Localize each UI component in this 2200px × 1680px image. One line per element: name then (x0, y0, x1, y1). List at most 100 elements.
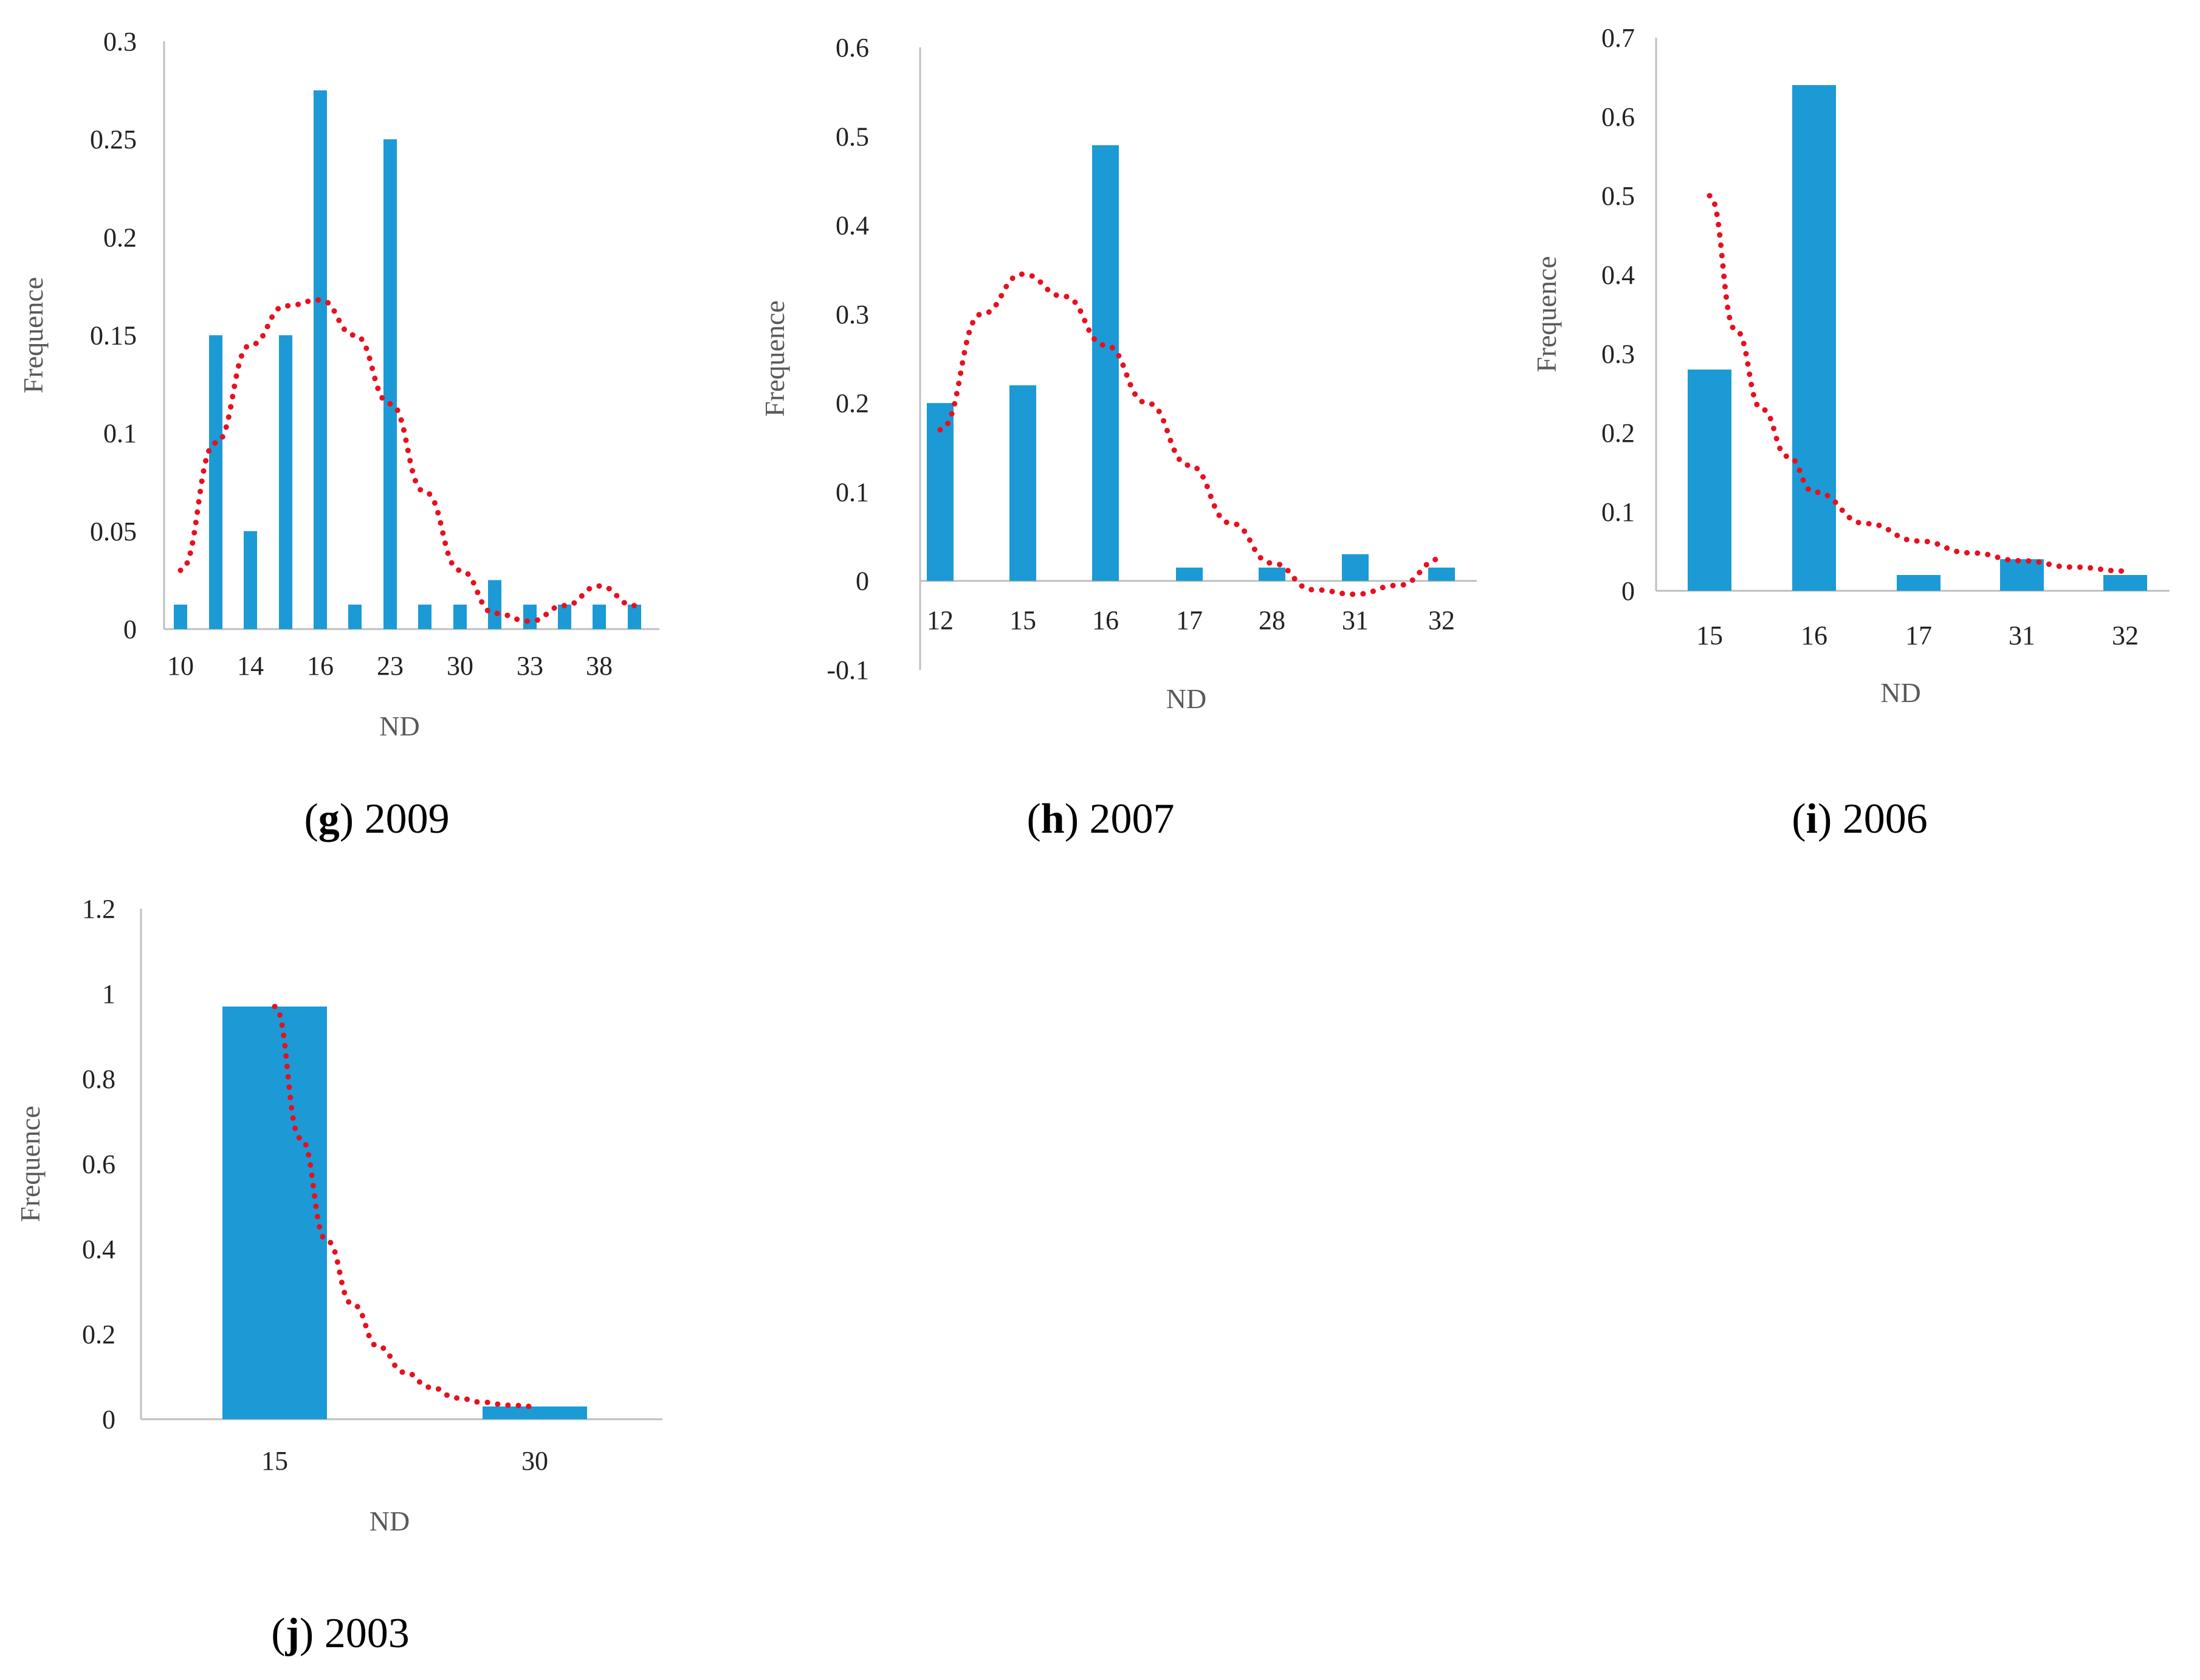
y-tick-label: 0.5 (1601, 181, 1635, 211)
y-tick-label: 0.6 (836, 33, 869, 63)
chart-panel-g: 0 0.05 0.1 0.15 0.2 0.25 0.3 10 14 16 23 30 33 38 ND Fr… (18, 27, 659, 842)
y-tick-label: 1.2 (82, 894, 115, 924)
x-tick-label: 15 (1696, 621, 1723, 650)
x-tick-label: 30 (521, 1446, 548, 1476)
bar-15 (1688, 370, 1731, 591)
x-tick-label: 15 (261, 1446, 288, 1476)
y-tick-label: 0.4 (836, 211, 869, 241)
chart-panel-j: 0 0.2 0.4 0.6 0.8 1 1.2 15 30 ND Frequence (j) 2003 (15, 894, 662, 1657)
x-tick-label: 32 (1428, 605, 1455, 635)
y-tick-label: 0.3 (836, 300, 869, 329)
bar-28 (1259, 567, 1285, 581)
y-tick-label: 0 (102, 1405, 115, 1434)
bar-31 (1342, 554, 1369, 581)
bar-12 (927, 403, 954, 581)
panel-caption: (h) 2007 (1026, 796, 1174, 842)
bar-20 (348, 604, 362, 629)
bar-14 (244, 531, 257, 629)
caption-paren: ( (271, 1610, 285, 1657)
y-tick-label: 0.3 (1601, 339, 1635, 369)
y-tick-label: 0.1 (103, 419, 137, 449)
y-tick-label: 0.15 (90, 321, 137, 351)
y-axis-title: Frequence (18, 277, 49, 394)
x-axis-title: ND (1166, 683, 1206, 714)
y-tick-label: 0.4 (82, 1234, 115, 1264)
y-tick-label: 0.3 (103, 27, 137, 57)
panel-caption: (i) 2006 (1792, 796, 1928, 842)
y-tick-label: 0.6 (1601, 102, 1635, 132)
x-tick-label: 10 (167, 651, 194, 681)
x-axis-title: ND (370, 1506, 410, 1537)
chart-panel-i: 0 0.1 0.2 0.3 0.4 0.5 0.6 0.7 15 16 17 31 32 ND Freque… (1531, 23, 2170, 842)
bar-32 (1428, 567, 1455, 581)
bar-31 (2000, 559, 2044, 591)
y-tick-label: 0.2 (836, 388, 869, 418)
caption-letter: g (318, 796, 340, 842)
y-tick-label: 0.05 (90, 517, 137, 546)
y-tick-label: 0.2 (1601, 418, 1635, 448)
caption-letter: j (285, 1610, 300, 1657)
y-tick-label: -0.1 (827, 655, 869, 685)
caption-letter: h (1041, 796, 1065, 842)
bar-32 (2103, 575, 2147, 591)
y-tick-label: 0 (1621, 576, 1635, 606)
caption-year: 2006 (1843, 796, 1928, 842)
caption-letter: i (1806, 796, 1818, 842)
panel-caption: (j) 2003 (271, 1610, 409, 1657)
y-tick-label: 0.6 (82, 1149, 115, 1179)
y-tick-label: 1 (102, 979, 115, 1009)
x-tick-label: 16 (307, 651, 334, 681)
bar-15 (1009, 385, 1036, 581)
y-tick-label: 0.1 (1601, 497, 1635, 527)
y-tick-label: 0.5 (836, 122, 869, 151)
caption-paren: ) (1818, 796, 1843, 842)
x-tick-label: 16 (1092, 605, 1119, 635)
y-tick-label: 0.8 (82, 1064, 115, 1094)
bar-12 (209, 335, 222, 629)
caption-paren: ) (1065, 796, 1090, 842)
chart-panel-h: -0.1 0 0.1 0.2 0.3 0.4 0.5 0.6 12 15 16 17 28 31 32 ND F… (759, 33, 1477, 842)
bar-38 (593, 604, 606, 629)
bar-25 (418, 604, 431, 629)
bar-23 (383, 139, 397, 629)
bar-15 (222, 1007, 327, 1419)
y-tick-label: 0.25 (90, 125, 137, 154)
bar-30 (453, 604, 467, 629)
bar-30 (483, 1406, 587, 1419)
y-axis-title: Frequence (759, 300, 790, 417)
trendline (937, 271, 1445, 597)
y-tick-label: 0.4 (1601, 260, 1635, 290)
caption-paren: ( (304, 796, 318, 842)
x-tick-label: 16 (1801, 621, 1827, 650)
trendline (1707, 193, 2128, 574)
caption-year: 2009 (365, 796, 450, 842)
caption-year: 2007 (1090, 796, 1175, 842)
caption-paren: ) (340, 796, 365, 842)
panel-caption: (g) 2009 (304, 796, 449, 842)
x-tick-label: 17 (1905, 621, 1932, 650)
x-tick-label: 31 (1342, 605, 1369, 635)
y-tick-label: 0.2 (103, 222, 137, 252)
x-axis-title: ND (1880, 677, 1920, 708)
y-axis-title: Frequence (15, 1106, 46, 1222)
caption-year: 2003 (325, 1610, 410, 1657)
y-tick-label: 0.2 (82, 1320, 115, 1349)
bar-33 (523, 604, 537, 629)
caption-paren: ( (1026, 796, 1040, 842)
x-tick-label: 12 (927, 605, 954, 635)
bar-10 (174, 604, 187, 629)
caption-paren: ( (1792, 796, 1806, 842)
y-tick-label: 0.7 (1601, 23, 1635, 53)
bar-31 (488, 580, 501, 629)
bar-16 (314, 90, 327, 630)
bar-15 (279, 335, 292, 629)
x-tick-label: 23 (377, 651, 404, 681)
x-tick-label: 14 (237, 651, 264, 681)
x-tick-label: 28 (1259, 605, 1285, 635)
x-tick-label: 33 (517, 651, 543, 681)
y-tick-label: 0 (123, 615, 137, 644)
x-tick-label: 15 (1009, 605, 1036, 635)
y-axis-title: Frequence (1531, 256, 1562, 373)
caption-paren: ) (300, 1610, 325, 1657)
